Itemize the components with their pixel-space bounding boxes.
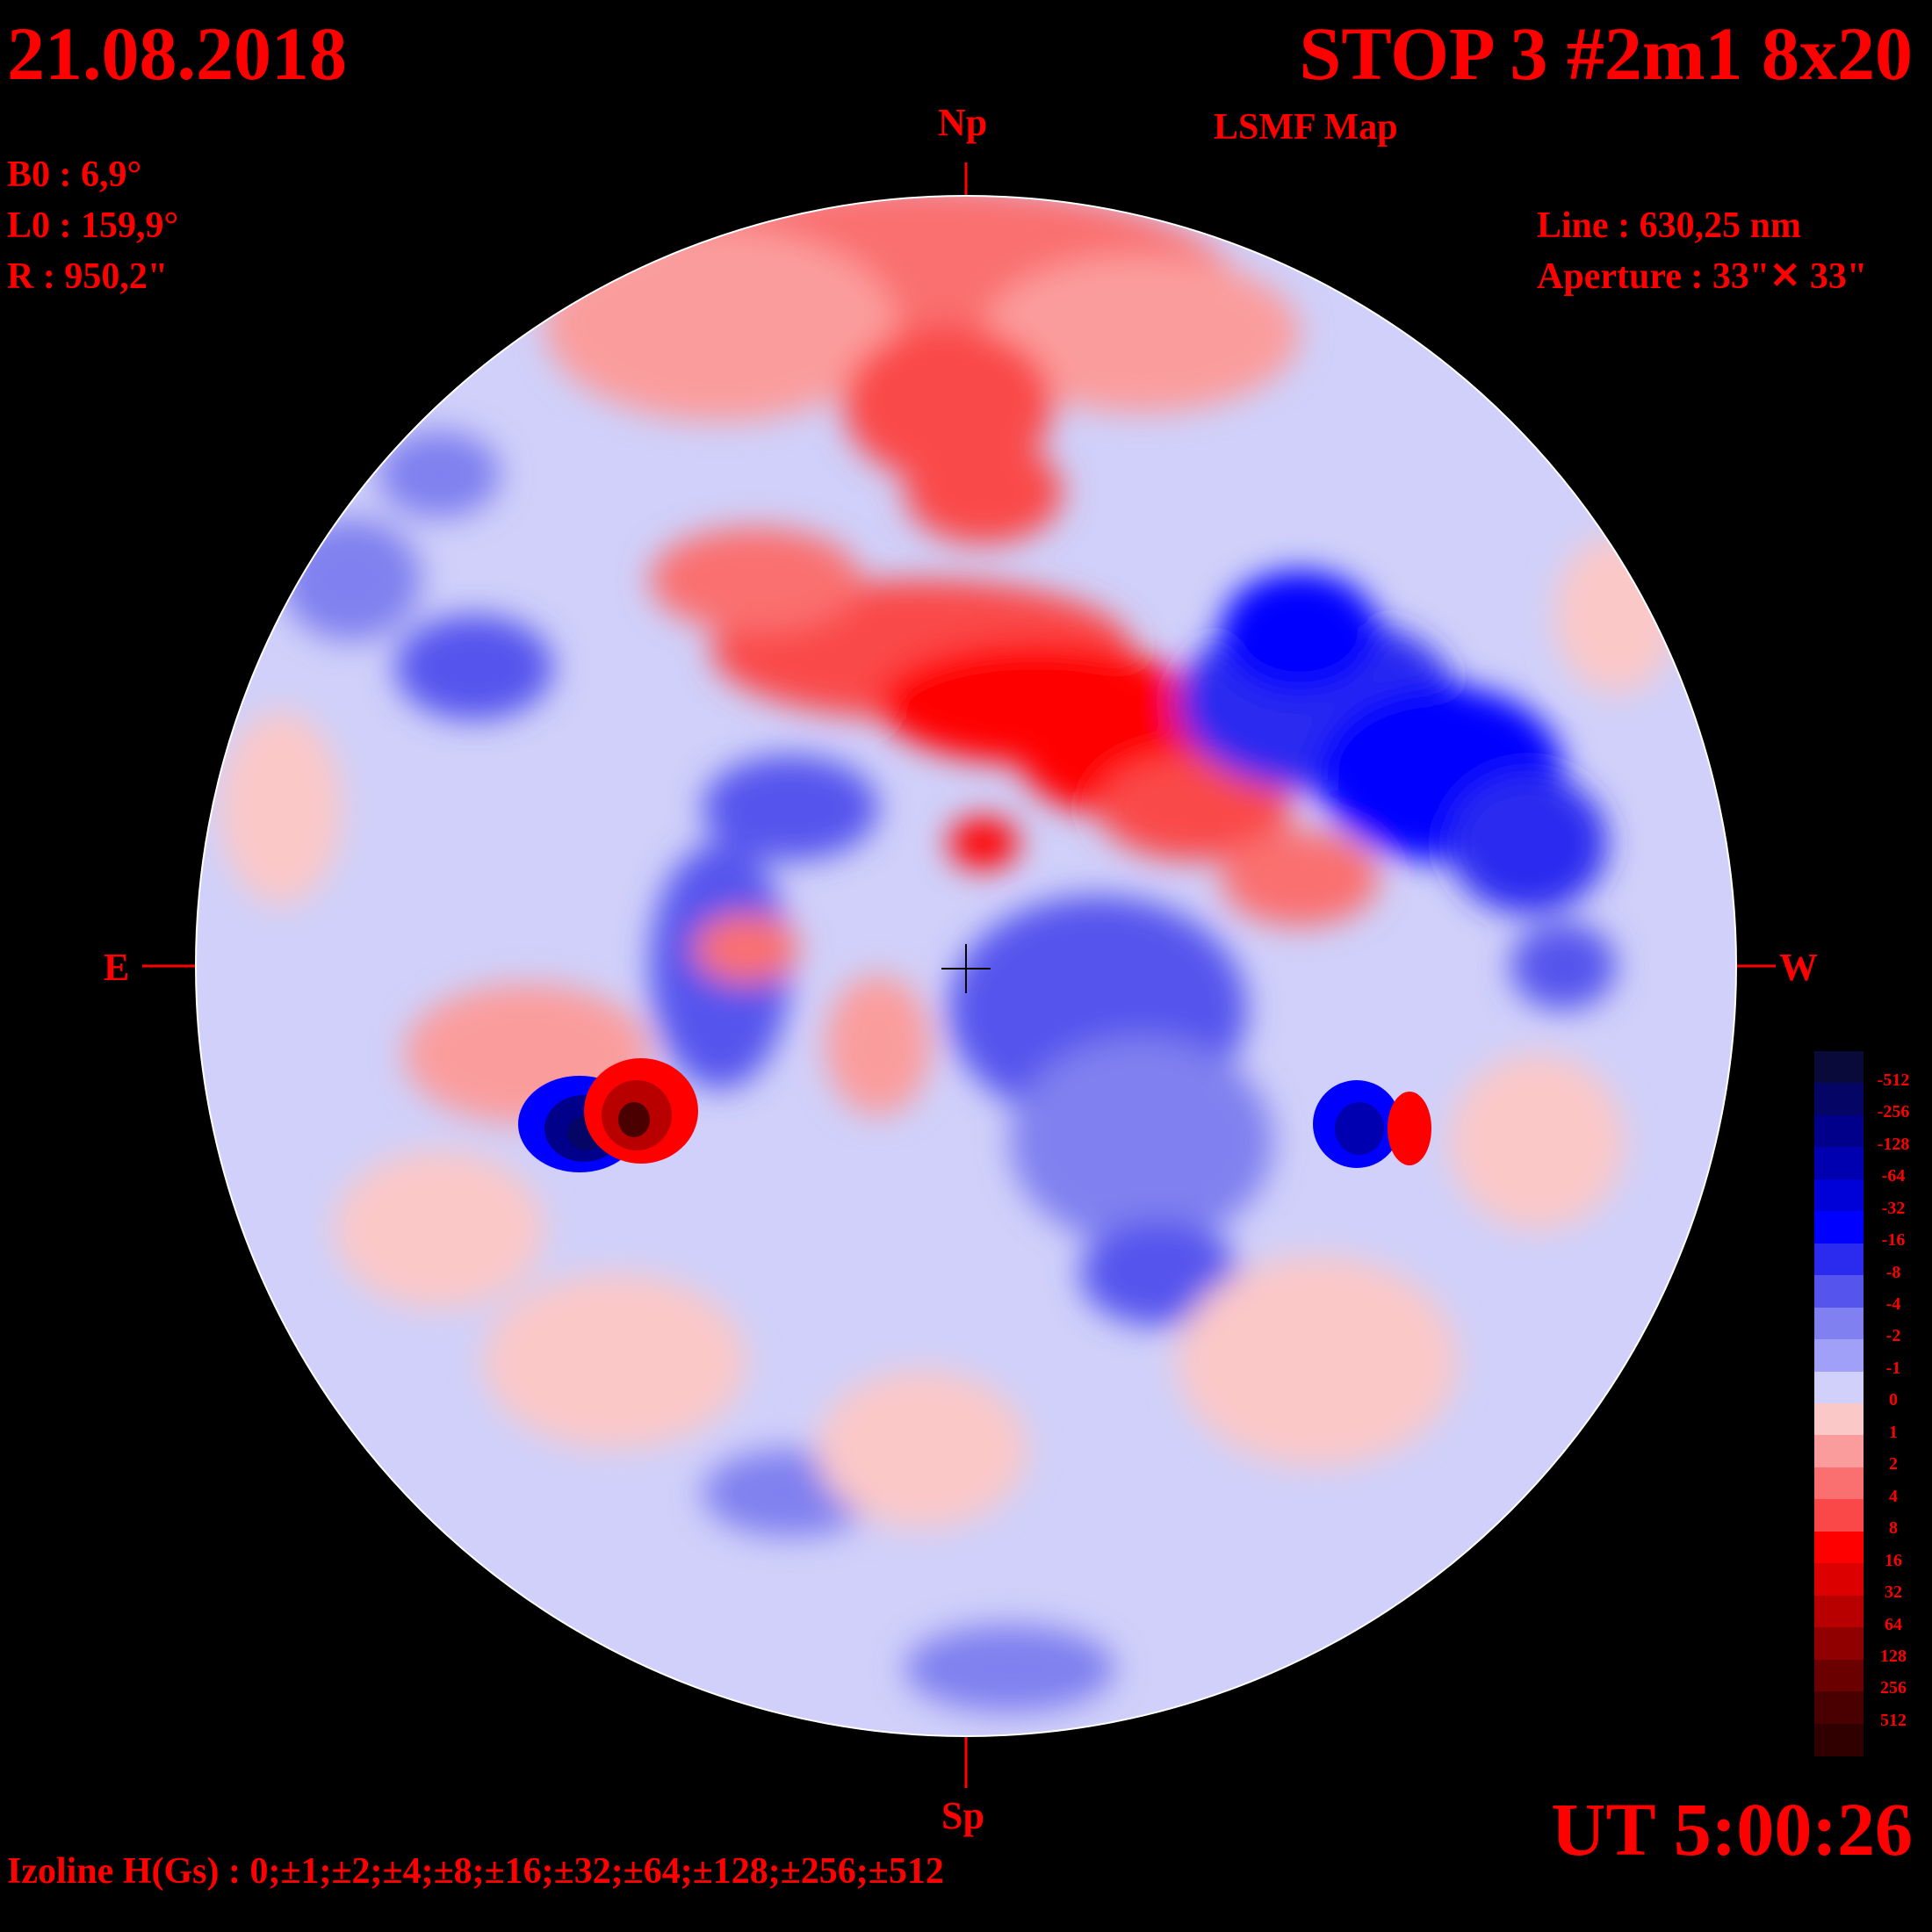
legend-swatch	[1814, 1339, 1864, 1373]
legend-label: 8	[1889, 1518, 1898, 1539]
map-subtitle: LSMF Map	[1214, 107, 1398, 148]
legend-swatch	[1814, 1435, 1864, 1468]
legend-label: 2	[1889, 1454, 1898, 1474]
universal-time: UT 5:00:26	[1551, 1787, 1913, 1871]
legend-swatch	[1814, 1499, 1864, 1532]
legend-swatch	[1814, 1147, 1864, 1180]
legend-swatch	[1814, 1179, 1864, 1213]
legend-label: 32	[1885, 1582, 1902, 1603]
legend-swatch	[1814, 1627, 1864, 1661]
legend-swatch	[1814, 1243, 1864, 1277]
legend-swatch	[1814, 1723, 1864, 1756]
disk-limb	[195, 195, 1737, 1737]
legend-label: -1	[1885, 1358, 1901, 1378]
legend-swatch	[1814, 1114, 1864, 1149]
active-region-east	[518, 1058, 698, 1172]
legend-label: 128	[1880, 1646, 1907, 1666]
color-scale-legend	[1814, 1051, 1864, 1756]
legend-label: -2	[1885, 1326, 1901, 1346]
map-title: STOP 3 #2m1 8x20	[1299, 11, 1913, 96]
legend-label: 64	[1885, 1614, 1902, 1634]
legend-label: 512	[1880, 1710, 1907, 1730]
line-parameter: Line : 630,25 nm	[1537, 205, 1802, 246]
legend-label: -128	[1877, 1134, 1910, 1154]
legend-label: -32	[1881, 1198, 1906, 1218]
legend-swatch	[1814, 1051, 1864, 1085]
legend-label: -64	[1881, 1166, 1906, 1186]
legend-swatch	[1814, 1563, 1864, 1597]
legend-swatch	[1814, 1595, 1864, 1629]
north-pole-label: Np	[938, 101, 988, 144]
legend-label: -4	[1885, 1294, 1901, 1314]
legend-swatch	[1814, 1691, 1864, 1725]
legend-swatch	[1814, 1083, 1864, 1116]
legend-swatch	[1814, 1403, 1864, 1437]
east-label: E	[104, 946, 130, 989]
legend-label: 4	[1889, 1486, 1898, 1506]
legend-label: -16	[1881, 1230, 1906, 1251]
west-label: W	[1779, 946, 1818, 989]
legend-swatch	[1814, 1275, 1864, 1308]
legend-swatch	[1814, 1467, 1864, 1501]
legend-label: -8	[1885, 1262, 1901, 1282]
south-pole-label: Sp	[941, 1794, 984, 1837]
legend-swatch	[1814, 1307, 1864, 1341]
l0-parameter: L0 : 159,9°	[7, 205, 179, 246]
legend-swatch	[1814, 1371, 1864, 1404]
active-region-west	[1313, 1080, 1431, 1168]
legend-swatch	[1814, 1531, 1864, 1565]
legend-label: 1	[1889, 1422, 1898, 1442]
legend-label: 16	[1885, 1550, 1902, 1570]
legend-label: -256	[1877, 1102, 1910, 1122]
observation-date: 21.08.2018	[7, 11, 347, 96]
radius-parameter: R : 950,2"	[7, 256, 169, 297]
legend-label: -512	[1877, 1070, 1910, 1090]
legend-label: 256	[1880, 1678, 1907, 1698]
legend-label: 0	[1889, 1390, 1898, 1410]
b0-parameter: B0 : 6,9°	[7, 155, 142, 195]
legend-swatch	[1814, 1211, 1864, 1244]
legend-swatch	[1814, 1659, 1864, 1693]
izoline-levels: Izoline H(Gs) : 0;±1;±2;±4;±8;±16;±32;±6…	[7, 1851, 944, 1892]
aperture-parameter: Aperture : 33"✕ 33"	[1537, 256, 1868, 297]
